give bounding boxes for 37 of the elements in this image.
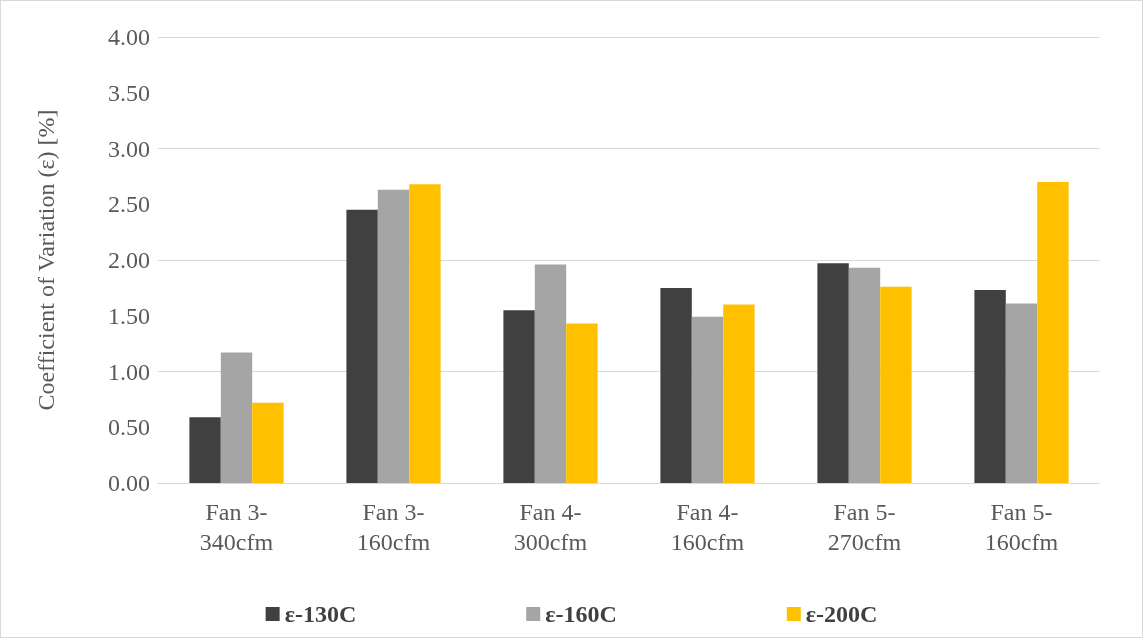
bar	[974, 290, 1006, 483]
bar	[346, 209, 378, 483]
bar	[189, 417, 221, 483]
y-tick-label: 4.00	[108, 24, 150, 50]
x-tick-label: Fan 4-160cfm	[670, 499, 745, 555]
x-tick-label: Fan 3-340cfm	[199, 499, 274, 555]
y-tick-label: 1.50	[108, 302, 150, 329]
bar	[377, 189, 410, 483]
legend-label: ε-160C	[545, 601, 617, 627]
bar	[503, 310, 535, 483]
bar	[409, 184, 441, 483]
y-tick-label: 0.50	[108, 414, 150, 441]
bar	[848, 267, 881, 483]
bar	[566, 323, 598, 483]
y-tick-label: 0.00	[108, 470, 150, 496]
x-tick-label: Fan 3-160cfm	[356, 499, 431, 555]
bar	[660, 287, 692, 483]
bar	[252, 402, 284, 483]
x-tick-label: Fan 4-300cfm	[513, 499, 588, 555]
bar	[220, 352, 253, 483]
y-tick-label: 3.50	[108, 79, 150, 106]
x-tick-label: Fan 5-270cfm	[827, 499, 902, 555]
bar	[534, 264, 567, 483]
bar	[1005, 303, 1038, 483]
legend-label: ε-130C	[284, 601, 357, 627]
y-tick-label: 3.00	[108, 135, 150, 162]
bar	[723, 304, 755, 483]
y-axis-title: Coefficient of Variation (ε) [%]	[33, 109, 59, 411]
x-tick-label: Fan 5-160cfm	[984, 499, 1059, 555]
legend-label: ε-200C	[805, 601, 878, 627]
bar	[691, 316, 724, 483]
y-tick-label: 2.50	[108, 191, 150, 218]
bar	[880, 286, 912, 483]
y-tick-label: 2.00	[108, 247, 150, 273]
bar	[1037, 181, 1069, 483]
y-tick-label: 1.00	[108, 358, 150, 385]
bar	[817, 263, 849, 483]
